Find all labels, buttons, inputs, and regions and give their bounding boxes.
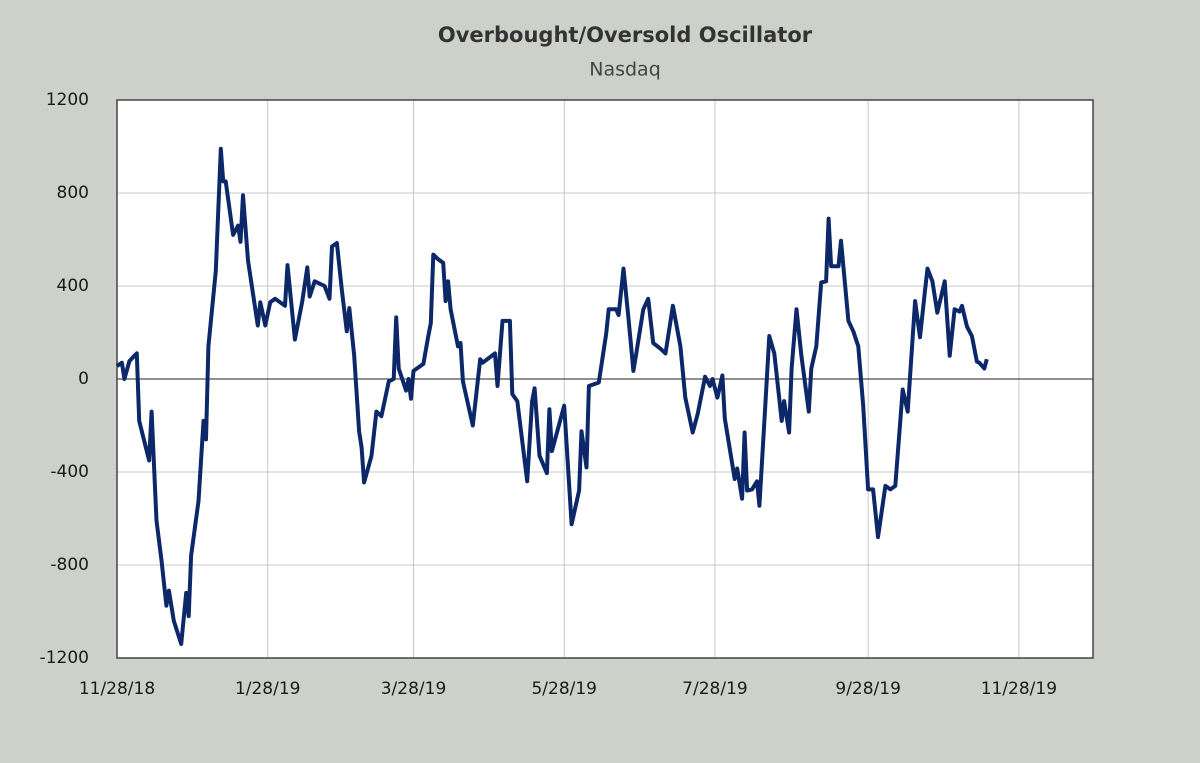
x-tick-label: 9/28/19 <box>835 679 901 699</box>
y-tick-label: 400 <box>57 276 89 296</box>
y-tick-label: 1200 <box>46 90 89 110</box>
plot-border <box>116 99 1094 659</box>
chart-subtitle: Nasdaq <box>589 59 661 81</box>
x-tick-label: 5/28/19 <box>531 679 597 699</box>
data-line <box>115 146 989 646</box>
x-tick-label: 11/28/19 <box>981 679 1057 699</box>
y-tick-label: -800 <box>50 555 89 575</box>
y-tick-label: -1200 <box>40 648 89 668</box>
x-tick-label: 3/28/19 <box>381 679 447 699</box>
x-tick-label: 11/28/18 <box>79 679 155 699</box>
chart-title: Overbought/Oversold Oscillator <box>438 23 813 47</box>
x-tick-label: 1/28/19 <box>235 679 301 699</box>
y-tick-label: -400 <box>50 462 89 482</box>
x-tick-label: 7/28/19 <box>682 679 748 699</box>
y-tick-label: 0 <box>78 369 89 389</box>
y-tick-label: 800 <box>57 183 89 203</box>
